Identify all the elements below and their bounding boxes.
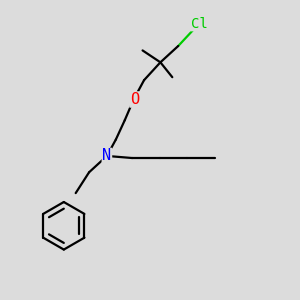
Text: Cl: Cl — [191, 17, 207, 31]
Text: O: O — [130, 92, 139, 107]
Text: N: N — [102, 148, 112, 164]
